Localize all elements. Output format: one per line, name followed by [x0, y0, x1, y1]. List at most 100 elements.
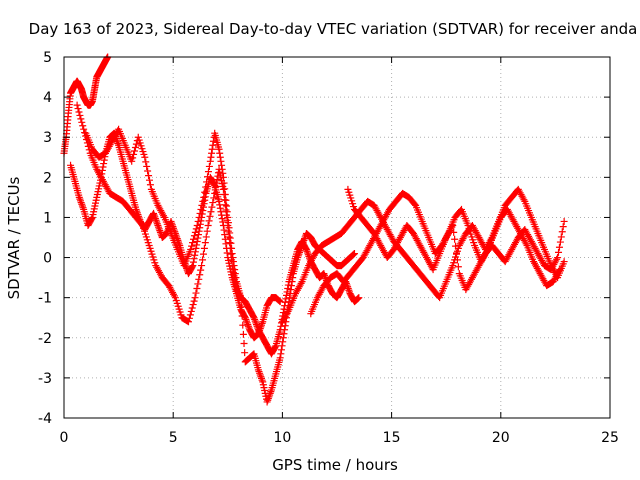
x-tick-label: 5 [169, 430, 178, 446]
data-point-dense [138, 220, 146, 228]
x-tick-label: 10 [273, 430, 291, 446]
data-point-dense [239, 321, 247, 329]
data-point-dense [231, 266, 239, 274]
data-point-dense [559, 223, 567, 231]
data-point [191, 294, 199, 302]
data-point-dense [345, 286, 353, 294]
y-tick-label: 0 [43, 251, 52, 267]
data-point-dense [78, 202, 86, 210]
data-point-dense [555, 243, 563, 251]
data-point-dense [79, 122, 87, 130]
data-point [449, 221, 457, 229]
data-point-dense [131, 147, 139, 155]
data-point-dense [131, 144, 139, 152]
data-point-dense [289, 274, 297, 282]
data-point-dense [192, 225, 200, 233]
data-point-dense [145, 176, 153, 184]
data-point-dense [188, 263, 196, 271]
data-point [128, 157, 136, 165]
data-point [276, 354, 284, 362]
data-point-dense [153, 218, 161, 226]
data-point [350, 250, 358, 258]
data-point-dense [205, 217, 213, 225]
data-point-dense [296, 248, 304, 256]
data-point [554, 254, 562, 262]
data-point [154, 221, 162, 229]
y-tick-label: -3 [38, 371, 52, 387]
data-point-dense [557, 233, 565, 241]
data-point-dense [264, 396, 272, 404]
data-point-dense [204, 173, 212, 181]
data-point-dense [170, 226, 178, 234]
series-trace-2 [67, 129, 284, 342]
x-tick-label: 25 [601, 430, 619, 446]
data-point-dense [294, 252, 302, 260]
data-point-dense [253, 322, 261, 330]
data-point-dense [522, 240, 530, 248]
data-point-dense [219, 169, 227, 177]
chart-title: Day 163 of 2023, Sidereal Day-to-day VTE… [29, 20, 638, 38]
data-point-dense [197, 205, 205, 213]
data-point [219, 173, 227, 181]
data-point-dense [99, 163, 107, 171]
data-point [298, 242, 306, 250]
data-point [189, 262, 197, 270]
data-point [193, 221, 201, 229]
data-point-dense [204, 168, 212, 176]
data-point-dense [196, 271, 204, 279]
data-point-dense [210, 194, 218, 202]
data-point-dense [555, 248, 563, 256]
data-point-dense [100, 156, 108, 164]
data-point-dense [203, 227, 211, 235]
data-point [241, 314, 249, 322]
data-point-dense [228, 244, 236, 252]
marks-layer [60, 53, 568, 406]
data-point-dense [226, 229, 234, 237]
data-point-dense [191, 228, 199, 236]
data-point-dense [287, 282, 295, 290]
data-point-dense [448, 223, 456, 231]
data-point-dense [155, 223, 163, 231]
data-point-dense [222, 196, 230, 204]
data-point-dense [278, 342, 286, 350]
data-point-dense [452, 249, 460, 257]
y-tick-label: 2 [43, 170, 52, 186]
data-point-dense [344, 283, 352, 291]
data-point-dense [168, 219, 176, 227]
data-point-dense [189, 258, 197, 266]
data-point [150, 209, 158, 217]
data-point [211, 189, 219, 197]
data-point-dense [223, 208, 231, 216]
data-point-dense [193, 241, 201, 249]
y-tick-label: 1 [43, 210, 52, 226]
data-point-dense [251, 317, 259, 325]
data-point-dense [257, 374, 265, 382]
data-point-dense [301, 235, 309, 243]
data-point-dense [193, 284, 201, 292]
data-point-dense [222, 206, 230, 214]
data-point-dense [78, 118, 86, 126]
data-point-dense [232, 274, 240, 282]
data-point-dense [74, 105, 82, 113]
data-point-dense [230, 262, 238, 270]
data-point-dense [280, 330, 288, 338]
data-point-dense [253, 321, 261, 329]
series-trace-7 [344, 185, 568, 294]
y-axis-label: SDTVAR / TECUs [5, 176, 23, 299]
data-point-dense [208, 145, 216, 153]
data-point-dense [297, 243, 305, 251]
data-point [193, 238, 201, 246]
data-point-dense [216, 149, 224, 157]
data-point-dense [207, 208, 215, 216]
data-point-dense [221, 201, 229, 209]
data-point [215, 145, 223, 153]
data-point-dense [454, 263, 462, 271]
series-trace-1 [60, 53, 112, 157]
data-point-dense [151, 215, 159, 223]
data-point [355, 294, 363, 302]
data-point-dense [240, 340, 248, 348]
data-point-dense [189, 301, 197, 309]
data-point-dense [160, 212, 168, 220]
data-point [73, 101, 81, 109]
